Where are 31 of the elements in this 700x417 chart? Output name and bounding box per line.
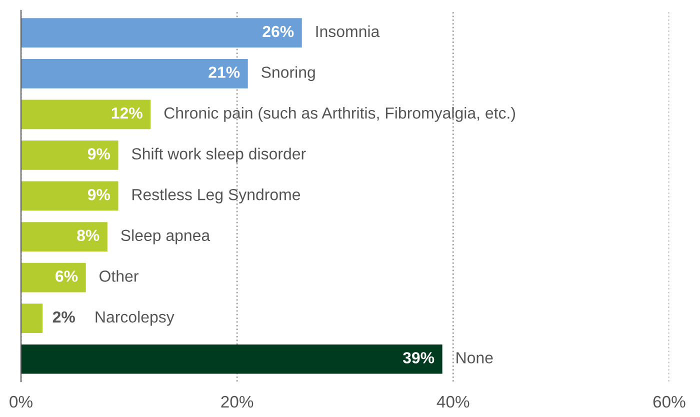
data-label: 2% (52, 311, 75, 323)
data-label: 26% (262, 26, 294, 38)
bar (21, 262, 86, 292)
bar (21, 304, 43, 334)
y-tick-label: Shift work sleep disorder (132, 148, 306, 163)
bar (21, 58, 248, 88)
bar (21, 181, 118, 211)
data-label: 12% (112, 107, 142, 119)
y-tick-label: Insomnia (316, 25, 380, 38)
bar (21, 100, 151, 130)
y-tick-label: Sleep apnea (121, 229, 210, 244)
data-label: 39% (402, 352, 434, 364)
x-tick-label: 60% (653, 396, 686, 408)
data-label: 6% (56, 270, 78, 282)
bar (21, 222, 108, 252)
x-tick-label: 0% (10, 396, 32, 408)
y-tick-label: Chronic pain (such as Arthritis, Fibromyalgia, etc.) (164, 106, 516, 122)
y-tick-label: None (456, 352, 493, 364)
data-label: 9% (88, 188, 110, 200)
x-tick-label: 40% (436, 396, 470, 408)
bar (21, 18, 302, 48)
data-label: 9% (88, 148, 110, 160)
y-tick-label: Snoring (262, 66, 315, 82)
y-tick-label: Restless Leg Syndrome (132, 188, 300, 204)
x-tick-label: 20% (221, 396, 254, 408)
bar (21, 140, 118, 170)
data-label: 21% (208, 66, 240, 78)
bar (21, 344, 442, 374)
data-label: 8% (77, 230, 100, 242)
y-tick-label: Narcolepsy (96, 310, 174, 326)
y-tick-label: Other (100, 270, 138, 282)
